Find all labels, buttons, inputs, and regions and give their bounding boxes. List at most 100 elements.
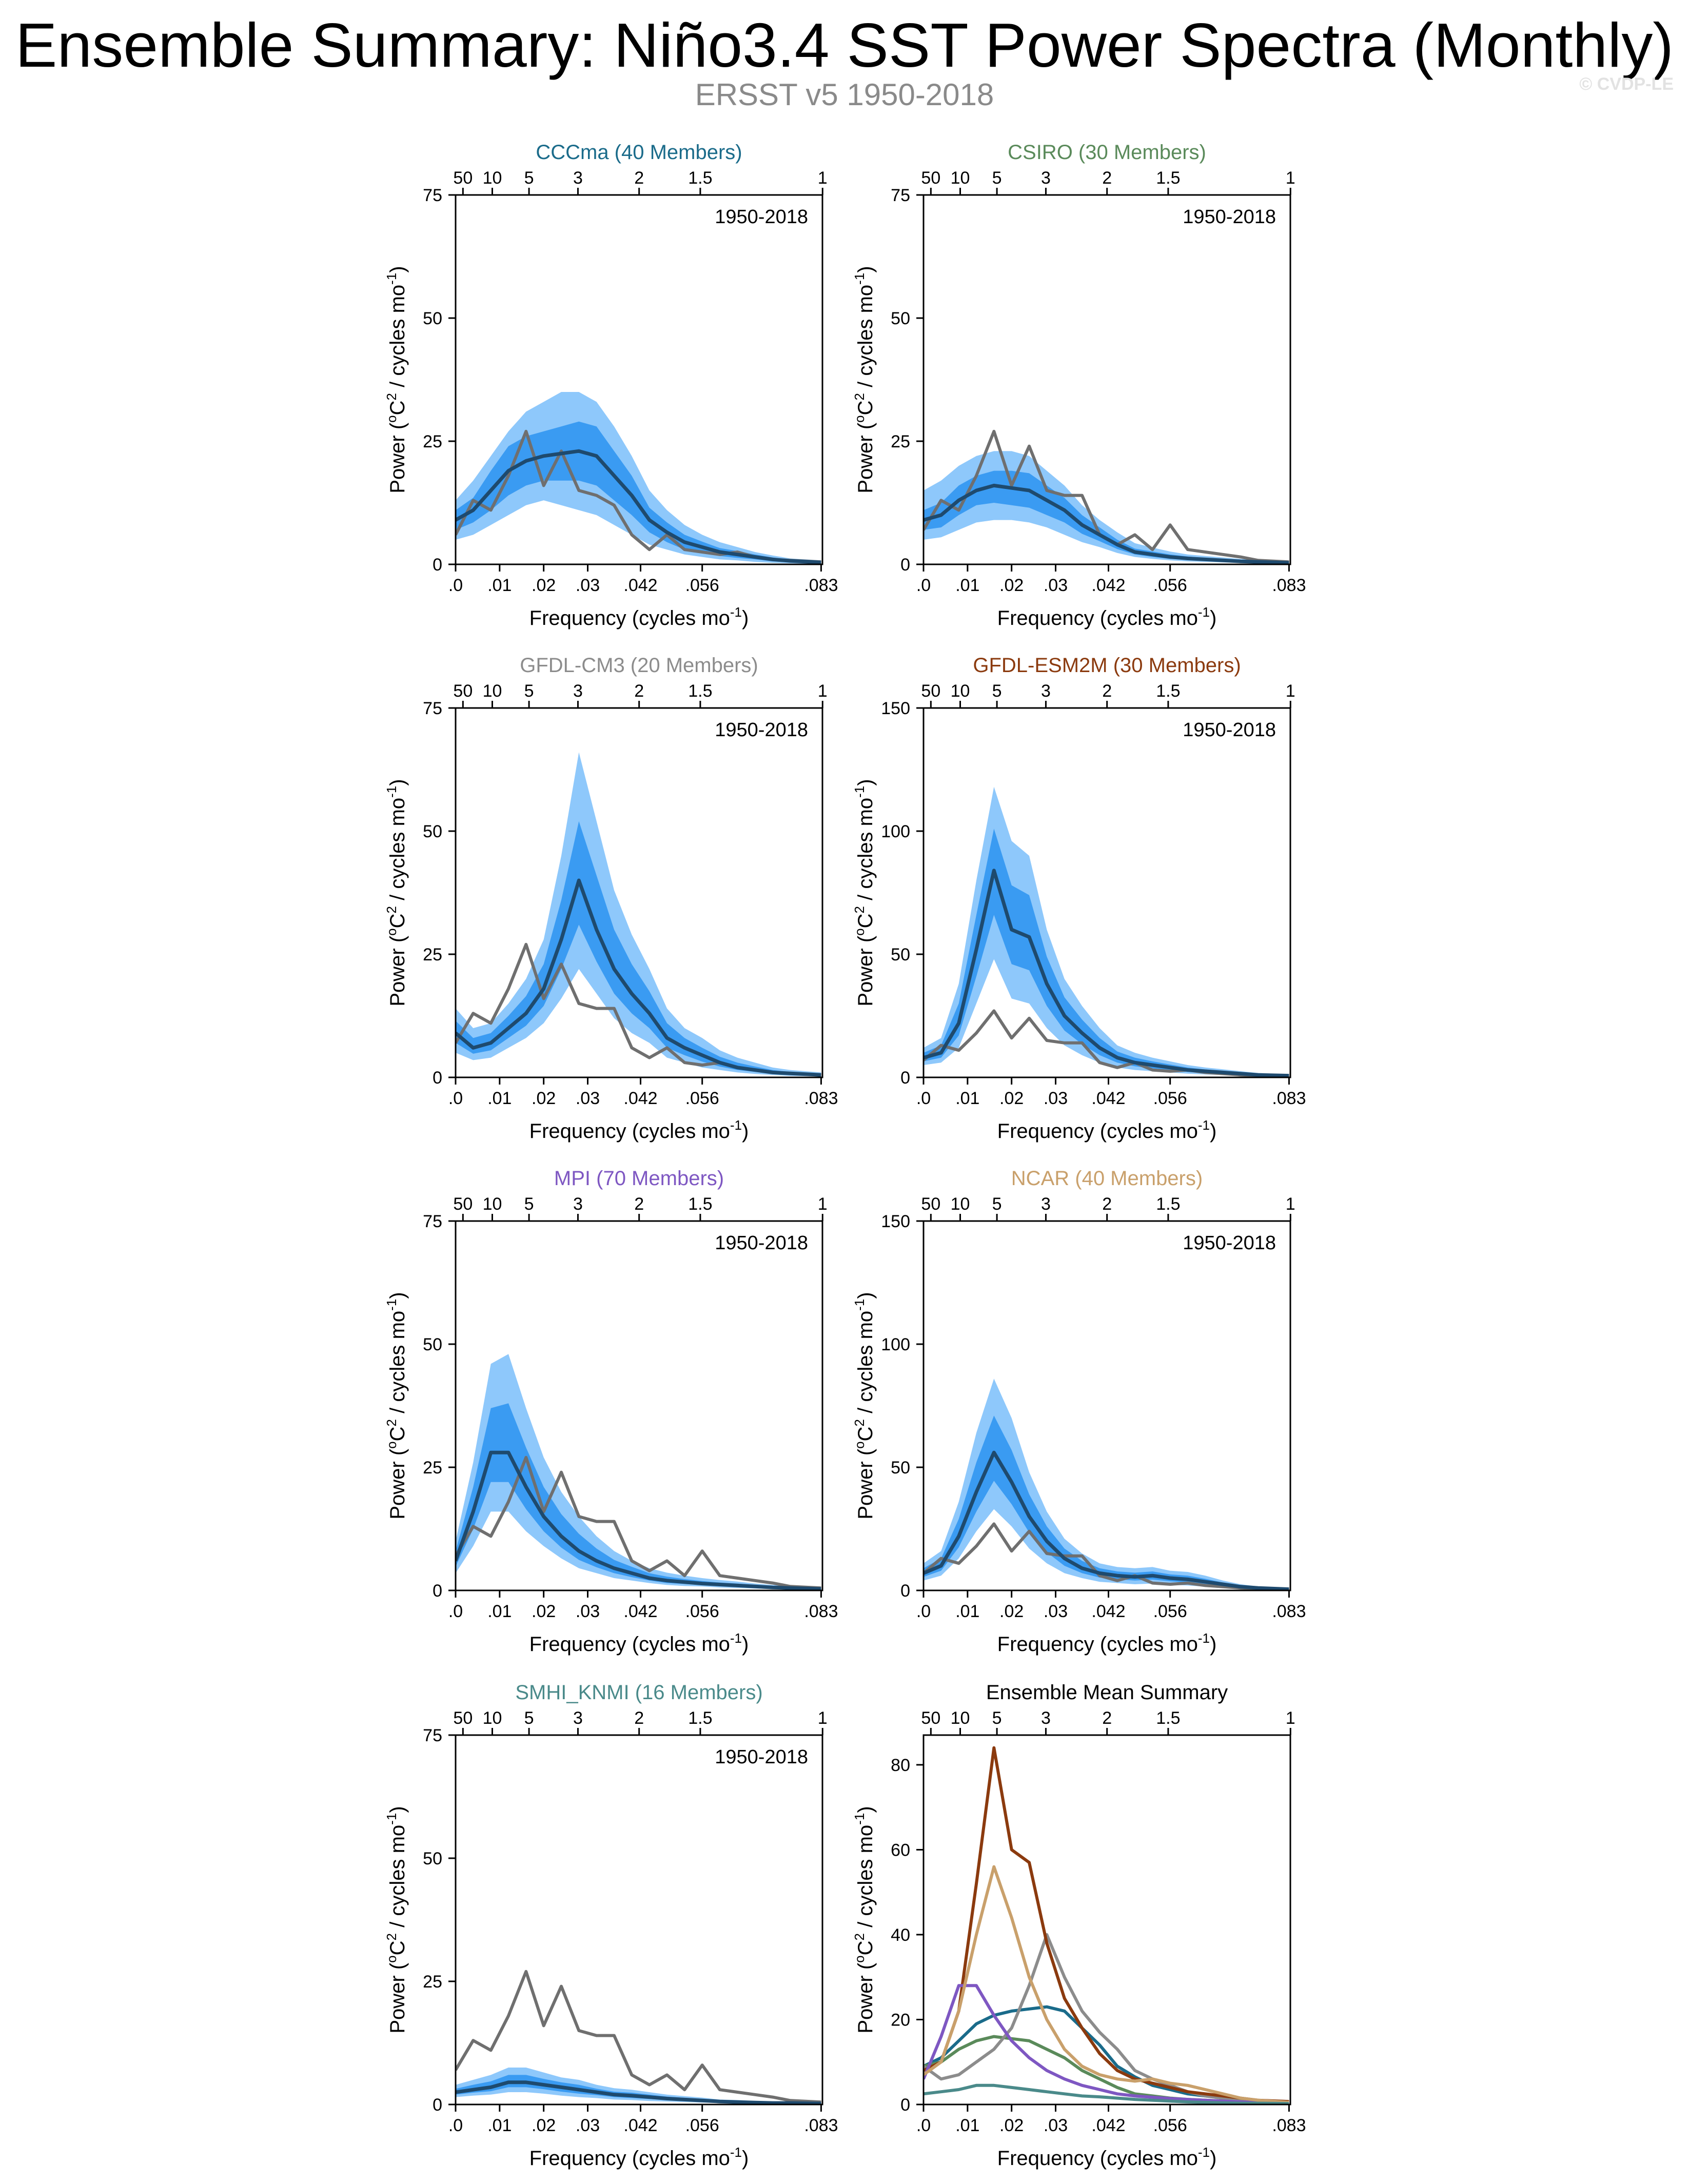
period-label: 1950-2018 [715, 1746, 808, 1768]
x-tick-label: .0 [448, 1089, 463, 1108]
y-tick-label: 0 [433, 1068, 442, 1088]
top-tick-label: 50 [453, 681, 473, 701]
x-axis-label: Frequency (cycles mo-1) [529, 604, 749, 629]
panel-ncar: 0 50 100 150 .0 .01 .02 .03 .042 .056 .083 50 10 5 3 2 1… [852, 1167, 1306, 1656]
y-tick-label: 50 [423, 822, 442, 841]
x-tick-label: .083 [1272, 1602, 1306, 1621]
ensemble-mean-line [924, 483, 1289, 564]
x-tick-label: .03 [1044, 1602, 1068, 1621]
y-tick-label: 100 [881, 1335, 910, 1354]
y-tick-label: 75 [423, 699, 442, 718]
x-tick-label: .0 [448, 1602, 463, 1621]
top-tick-label: 3 [573, 168, 583, 188]
top-tick-label: 1.5 [688, 1708, 712, 1728]
top-tick-label: 2 [634, 1708, 644, 1728]
top-tick-label: 5 [524, 1708, 534, 1728]
x-tick-label: .042 [1091, 576, 1125, 595]
x-tick-label: .01 [955, 1089, 979, 1108]
top-tick-label: 1.5 [1156, 1194, 1180, 1214]
x-tick-label: .083 [1272, 576, 1306, 595]
x-tick-label: .02 [999, 1602, 1024, 1621]
x-axis-label: Frequency (cycles mo-1) [529, 2144, 749, 2170]
x-tick-label: .0 [916, 1602, 931, 1621]
plot-area [924, 1746, 1289, 2104]
top-tick-label: 3 [573, 681, 583, 701]
top-tick-label: 3 [1041, 168, 1051, 188]
top-tick-label: 3 [573, 1194, 583, 1214]
top-tick-label: 1 [818, 1194, 828, 1214]
y-tick-label: 75 [891, 186, 910, 205]
top-tick-label: 2 [634, 1194, 644, 1214]
x-tick-label: .01 [955, 1602, 979, 1621]
y-tick-label: 25 [423, 945, 442, 965]
y-tick-label: 50 [423, 1335, 442, 1354]
top-tick-label: 50 [453, 1194, 473, 1214]
top-tick-label: 50 [453, 168, 473, 188]
y-tick-label: 75 [423, 1212, 442, 1231]
y-tick-label: 25 [423, 432, 442, 451]
y-tick-label: 150 [881, 1212, 910, 1231]
ensemble-mean-line [456, 2080, 821, 2104]
panel-title: SMHI_KNMI (16 Members) [515, 1681, 762, 1704]
x-tick-label: .042 [1091, 2116, 1125, 2135]
top-tick-label: 2 [1102, 681, 1112, 701]
x-tick-label: .083 [804, 1089, 838, 1108]
plot-area [456, 392, 821, 564]
top-tick-label: 1.5 [1156, 681, 1180, 701]
y-axis-label: Power (oC2 / cycles mo-1) [852, 1292, 877, 1519]
inner-spread-band [924, 470, 1289, 564]
y-tick-label: 0 [900, 1068, 910, 1088]
outer-spread-band [924, 786, 1289, 1077]
panel-gfdl-esm2m: 0 50 100 150 .0 .01 .02 .03 .042 .056 .083 50 10 5 3 2 1… [852, 654, 1306, 1143]
x-tick-label: .083 [1272, 2116, 1306, 2135]
period-label: 1950-2018 [715, 719, 808, 741]
x-tick-label: .02 [999, 2116, 1024, 2135]
x-tick-label: .083 [804, 576, 838, 595]
top-tick-label: 5 [524, 1194, 534, 1214]
y-axis-label: Power (oC2 / cycles mo-1) [852, 779, 877, 1006]
top-tick-label: 1 [818, 168, 828, 188]
y-axis-label: Power (oC2 / cycles mo-1) [384, 266, 409, 493]
top-tick-label: 5 [992, 168, 1002, 188]
top-tick-label: 50 [921, 168, 940, 188]
top-tick-label: 1 [1286, 1708, 1295, 1728]
plot-area [456, 1354, 821, 1590]
y-tick-label: 25 [423, 1972, 442, 1992]
x-tick-label: .0 [916, 2116, 931, 2135]
plot-frame [922, 1734, 1291, 2106]
plot-area [924, 786, 1289, 1077]
panel-title: CSIRO (30 Members) [1008, 141, 1206, 164]
top-tick-label: 1 [1286, 168, 1295, 188]
period-label: 1950-2018 [715, 206, 808, 228]
top-tick-label: 5 [992, 1708, 1002, 1728]
outer-spread-band [456, 2068, 821, 2104]
x-tick-label: .03 [1044, 1089, 1068, 1108]
series-line-gfdl-esm2m [924, 1746, 1289, 2103]
x-tick-label: .042 [623, 1089, 657, 1108]
x-tick-label: .03 [576, 1089, 600, 1108]
x-tick-label: .0 [916, 576, 931, 595]
x-tick-label: .056 [1153, 576, 1187, 595]
x-tick-label: .01 [955, 576, 979, 595]
period-label: 1950-2018 [1183, 719, 1276, 741]
x-tick-label: .01 [487, 1089, 512, 1108]
top-tick-label: 5 [524, 681, 534, 701]
top-tick-label: 10 [951, 1194, 970, 1214]
x-tick-label: .02 [999, 576, 1024, 595]
top-tick-label: 2 [634, 168, 644, 188]
top-tick-label: 1 [1286, 681, 1295, 701]
x-tick-label: .083 [1272, 1089, 1306, 1108]
x-tick-label: .03 [576, 1602, 600, 1621]
top-tick-label: 50 [921, 1708, 940, 1728]
x-axis-label: Frequency (cycles mo-1) [529, 1630, 749, 1656]
x-tick-label: .03 [576, 2116, 600, 2135]
y-axis-label: Power (oC2 / cycles mo-1) [852, 1806, 877, 2033]
x-tick-label: .056 [1153, 1602, 1187, 1621]
x-tick-label: .056 [685, 1602, 719, 1621]
inner-spread-band [456, 1403, 821, 1589]
top-tick-label: 50 [921, 1194, 940, 1214]
y-tick-label: 50 [423, 309, 442, 328]
period-label: 1950-2018 [715, 1232, 808, 1254]
top-tick-label: 50 [921, 681, 940, 701]
